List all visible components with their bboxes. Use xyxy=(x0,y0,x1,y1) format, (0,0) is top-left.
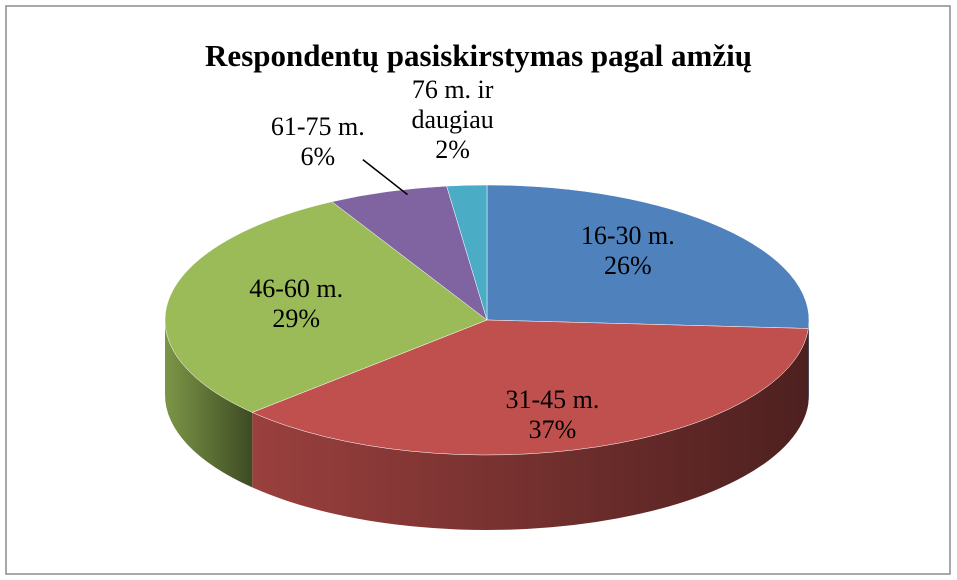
value-label: 2% xyxy=(435,135,470,165)
value-label: 29% xyxy=(272,304,320,334)
pie-slice xyxy=(251,319,809,456)
slice-name: 76 m. ir daugiau xyxy=(411,75,494,135)
pie-slice-side xyxy=(808,320,809,404)
value-label: 26% xyxy=(603,250,652,280)
pie-slice-side xyxy=(165,320,253,488)
value-label: 6% xyxy=(300,141,336,171)
data-label: 76 m. ir daugiau 2% xyxy=(393,75,513,165)
slice-name: 61-75 m. xyxy=(270,111,365,141)
slice-name: 31-45 m. xyxy=(505,385,600,415)
pie-slice xyxy=(164,201,488,413)
data-label: 31-45 m. 37% xyxy=(492,385,612,445)
pie-slice-side xyxy=(252,328,809,530)
pie-slice xyxy=(331,185,488,321)
value-label: 37% xyxy=(528,415,577,445)
pie-slice xyxy=(486,184,810,329)
data-label: 61-75 m. 6% xyxy=(258,112,378,172)
chart-title: Respondentų pasiskirstymas pagal amžių xyxy=(205,38,752,73)
data-label: 16-30 m. 26% xyxy=(568,221,688,281)
data-label: 46-60 m. 29% xyxy=(236,274,356,334)
slice-name: 46-60 m. xyxy=(249,274,344,304)
slice-name: 16-30 m. xyxy=(580,220,675,250)
pie-slice xyxy=(446,184,488,321)
leader-line xyxy=(362,159,408,196)
